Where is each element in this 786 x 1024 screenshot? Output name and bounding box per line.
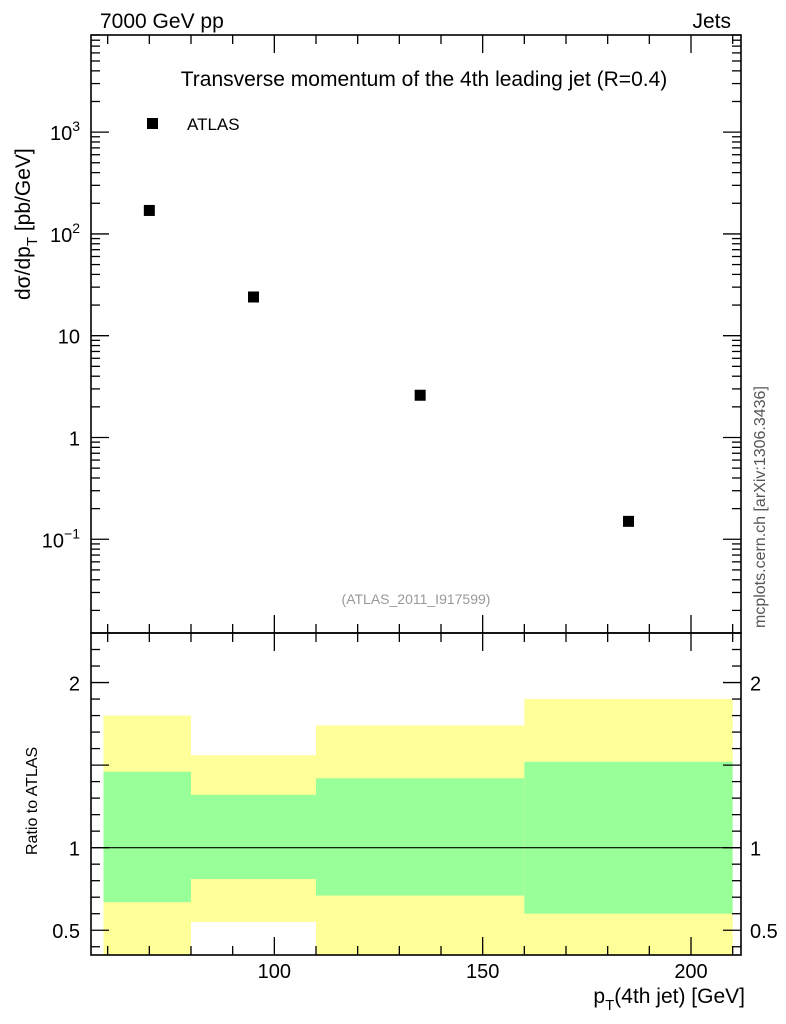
watermark: mcplots.cern.ch [arXiv:1306.3436] [752,386,769,628]
legend-marker-atlas [147,118,158,129]
legend-label-atlas: ATLAS [187,115,240,134]
ratio-ticks [91,633,741,955]
y-tick-label: 10−1 [42,525,80,552]
y-tick-label: 103 [50,118,80,145]
main-plot-panel: 10−1 1 10 102 103 Transverse momentum of the… [12,34,742,634]
ratio-panel: 0.5 0.5 1 1 2 2 100 150 200 Ratio to ATLAS pT(4t… [24,632,778,1014]
ratio-y-tick-label-right: 2 [750,674,761,696]
ratio-y-tick-label-left: 1 [69,839,80,861]
ratio-y-tick-label-right: 0.5 [750,921,778,943]
main-plot-ticks [91,34,741,633]
inner-uncertainty-band [191,794,316,880]
header-right: Jets [692,10,731,33]
main-y-axis-label: dσ/dpT [pb/GeV] [12,148,41,300]
y-tick-label: 1 [69,428,80,450]
ratio-y-tick-label-right: 1 [750,839,761,861]
header-left: 7000 GeV pp [100,10,224,33]
ratio-y-tick-label-left: 2 [69,674,80,696]
analysis-id: (ATLAS_2011_I917599) [342,591,491,607]
inner-uncertainty-band [103,771,191,903]
atlas-data-points [143,204,634,527]
data-point-atlas [414,389,426,401]
data-point-atlas [623,515,634,527]
x-tick-label: 150 [466,961,499,983]
y-tick-label: 102 [50,220,80,247]
data-point-atlas [248,291,259,303]
x-axis-label: pT(4th jet) [GeV] [593,985,745,1014]
plot-title: Transverse momentum of the 4th leading j… [181,68,668,91]
x-tick-label: 100 [258,961,291,983]
ratio-frame [90,632,742,956]
ratio-y-axis-label: Ratio to ATLAS [24,747,41,855]
ratio-uncertainty-bands [103,699,733,955]
main-plot-tick-labels: 10−1 1 10 102 103 [42,118,80,552]
ratio-y-tick-label-left: 0.5 [52,921,80,943]
y-tick-label: 10 [58,327,80,349]
x-tick-label: 200 [674,961,707,983]
inner-uncertainty-band [524,761,733,914]
data-point-atlas [143,204,155,216]
inner-uncertainty-band [316,778,525,896]
ratio-tick-labels: 0.5 0.5 1 1 2 2 100 150 200 [52,674,778,983]
